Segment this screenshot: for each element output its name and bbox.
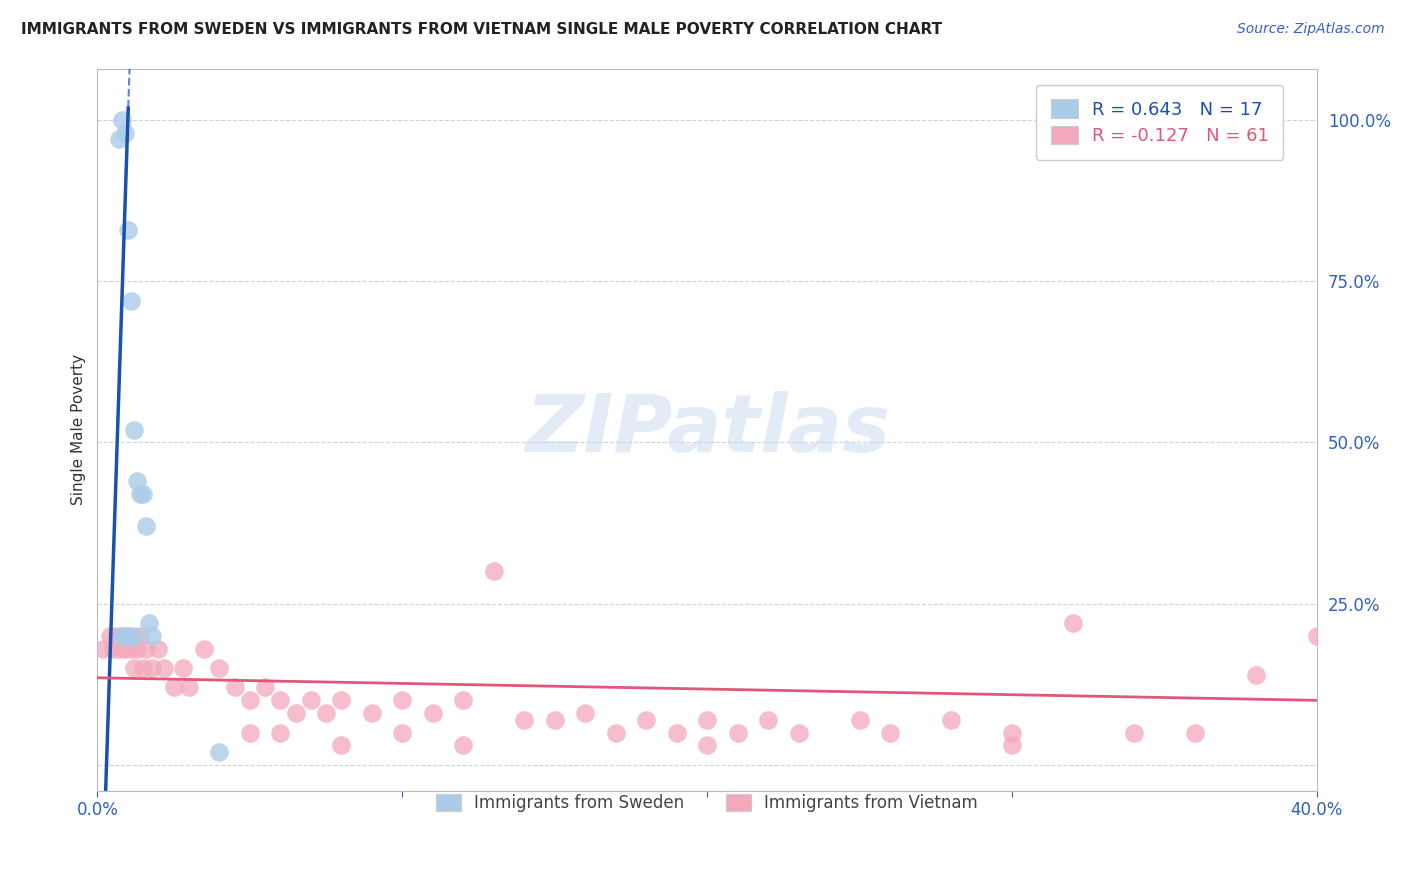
- Point: [117, 223, 139, 237]
- Point: [1306, 629, 1329, 643]
- Y-axis label: Single Male Poverty: Single Male Poverty: [72, 354, 86, 505]
- Point: [208, 745, 231, 759]
- Point: [153, 661, 176, 675]
- Text: Source: ZipAtlas.com: Source: ZipAtlas.com: [1237, 22, 1385, 37]
- Point: [1062, 615, 1084, 630]
- Point: [135, 641, 157, 656]
- Point: [129, 487, 152, 501]
- Point: [330, 739, 353, 753]
- Point: [101, 641, 124, 656]
- Point: [111, 629, 134, 643]
- Point: [177, 681, 200, 695]
- Point: [1244, 667, 1267, 681]
- Point: [122, 423, 145, 437]
- Point: [636, 713, 658, 727]
- Point: [756, 713, 779, 727]
- Point: [114, 629, 136, 643]
- Point: [98, 629, 121, 643]
- Point: [315, 706, 337, 721]
- Point: [208, 661, 231, 675]
- Point: [1123, 725, 1146, 739]
- Point: [727, 725, 749, 739]
- Point: [122, 629, 145, 643]
- Point: [665, 725, 688, 739]
- Point: [1184, 725, 1206, 739]
- Point: [939, 713, 962, 727]
- Point: [122, 661, 145, 675]
- Point: [125, 474, 148, 488]
- Point: [129, 629, 152, 643]
- Point: [482, 565, 505, 579]
- Point: [513, 713, 536, 727]
- Point: [224, 681, 246, 695]
- Point: [132, 487, 155, 501]
- Point: [172, 661, 194, 675]
- Legend: Immigrants from Sweden, Immigrants from Vietnam: Immigrants from Sweden, Immigrants from …: [423, 780, 991, 826]
- Point: [148, 641, 170, 656]
- Point: [93, 641, 115, 656]
- Point: [254, 681, 277, 695]
- Point: [141, 629, 163, 643]
- Point: [117, 629, 139, 643]
- Point: [391, 693, 413, 707]
- Point: [451, 693, 474, 707]
- Point: [132, 661, 155, 675]
- Point: [330, 693, 353, 707]
- Point: [451, 739, 474, 753]
- Point: [269, 693, 291, 707]
- Point: [1001, 739, 1024, 753]
- Point: [193, 641, 215, 656]
- Point: [848, 713, 870, 727]
- Point: [107, 132, 129, 146]
- Point: [239, 725, 262, 739]
- Point: [696, 713, 718, 727]
- Point: [141, 661, 163, 675]
- Point: [117, 629, 139, 643]
- Text: ZIPatlas: ZIPatlas: [524, 391, 890, 468]
- Point: [1001, 725, 1024, 739]
- Point: [391, 725, 413, 739]
- Point: [574, 706, 596, 721]
- Point: [299, 693, 322, 707]
- Point: [120, 641, 142, 656]
- Text: IMMIGRANTS FROM SWEDEN VS IMMIGRANTS FROM VIETNAM SINGLE MALE POVERTY CORRELATIO: IMMIGRANTS FROM SWEDEN VS IMMIGRANTS FRO…: [21, 22, 942, 37]
- Point: [162, 681, 184, 695]
- Point: [138, 615, 160, 630]
- Point: [135, 519, 157, 533]
- Point: [107, 641, 129, 656]
- Point: [111, 113, 134, 128]
- Point: [114, 641, 136, 656]
- Point: [104, 629, 127, 643]
- Point: [605, 725, 627, 739]
- Point: [360, 706, 382, 721]
- Point: [120, 293, 142, 308]
- Point: [125, 641, 148, 656]
- Point: [284, 706, 307, 721]
- Point: [422, 706, 444, 721]
- Point: [111, 629, 134, 643]
- Point: [879, 725, 901, 739]
- Point: [544, 713, 567, 727]
- Point: [269, 725, 291, 739]
- Point: [696, 739, 718, 753]
- Point: [239, 693, 262, 707]
- Point: [114, 126, 136, 140]
- Point: [787, 725, 810, 739]
